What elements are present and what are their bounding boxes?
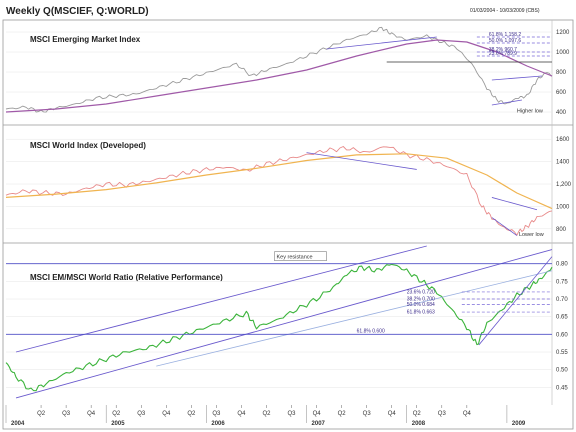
trend-channel-lower <box>15 249 553 399</box>
x-tick-label: Q4 <box>388 411 397 417</box>
x-tick-label: Q2 <box>262 411 271 417</box>
y-tick-label: 1600 <box>556 137 570 143</box>
x-tick-label: Q2 <box>338 411 347 417</box>
series-line-0-1 <box>5 39 553 113</box>
panel-title-world: MSCI World Index (Developed) <box>30 141 146 150</box>
series-line-0-0 <box>5 26 553 113</box>
x-tick-label: Q4 <box>463 411 472 417</box>
y-tick-label: 0.50 <box>556 368 568 374</box>
fib-label: 50.0% 0.684 <box>407 302 435 308</box>
x-tick-label: Q2 <box>112 411 121 417</box>
fib-label: 61.8% 0.663 <box>407 310 435 316</box>
x-tick-label: Q4 <box>87 411 96 417</box>
panel-ratio: MSCI EM/MSCI World Ratio (Relative Perfo… <box>5 245 568 427</box>
x-tick-label: Q4 <box>237 411 246 417</box>
lower-low-line <box>491 217 518 236</box>
annotation-higher-low: Higher low <box>517 109 543 115</box>
fib-label: 23.6% 789.9 <box>489 51 517 57</box>
y-tick-label: 0.80 <box>556 262 568 268</box>
y-tick-label: 0.55 <box>556 350 568 356</box>
annotation-key-resistance: Key resistance <box>276 255 312 261</box>
y-tick-label: 400 <box>556 110 567 116</box>
outer-frame <box>2 19 574 430</box>
trendline <box>326 36 437 50</box>
y-tick-label: 800 <box>556 227 567 233</box>
y-tick-label: 1400 <box>556 160 570 166</box>
series-line-1-1 <box>5 153 553 210</box>
x-tick-label: Q4 <box>162 411 171 417</box>
y-tick-label: 0.70 <box>556 297 568 303</box>
y-tick-label: 0.45 <box>556 385 568 391</box>
panel-title-ratio: MSCI EM/MSCI World Ratio (Relative Perfo… <box>30 273 223 282</box>
x-year-label: 2008 <box>412 421 426 427</box>
x-tick-label: Q3 <box>62 411 71 417</box>
panel-title-emerging: MSCI Emerging Market Index <box>30 35 141 44</box>
fib-label: 61.8% 1,158.2 <box>489 32 521 38</box>
chart-header-title: Weekly Q(MSCIEF, Q:WORLD) <box>6 6 149 17</box>
series-line-2-0 <box>5 263 553 392</box>
x-tick-label: Q2 <box>37 411 46 417</box>
x-tick-label: Q3 <box>363 411 372 417</box>
y-tick-label: 1200 <box>556 30 570 36</box>
y-tick-label: 1,200 <box>556 182 572 188</box>
panel-frames <box>2 19 574 430</box>
x-year-label: 2004 <box>11 421 25 427</box>
x-year-label: 2005 <box>111 421 125 427</box>
x-tick-label: Q3 <box>288 411 297 417</box>
panel-world-index: MSCI World Index (Developed) 1600 1400 1,2… <box>5 137 572 238</box>
x-tick-label: Q2 <box>413 411 422 417</box>
x-tick-label: Q3 <box>137 411 146 417</box>
x-year-label: 2006 <box>211 421 225 427</box>
trend-channel-mid <box>156 270 553 367</box>
channel-line <box>491 75 543 81</box>
higher-low-line <box>491 99 523 106</box>
fib-label: 38.2% 960.7 <box>489 47 517 53</box>
y-tick-label: 1000 <box>556 204 570 210</box>
y-tick-label: 0.60 <box>556 332 568 338</box>
fib-label: 38.2% 0.700 <box>407 297 435 303</box>
x-tick-label: Q2 <box>187 411 196 417</box>
x-tick-label: Q4 <box>313 411 322 417</box>
fib-label: 61.8% 0.600 <box>357 328 385 334</box>
x-year-label: 2007 <box>312 421 326 427</box>
recovery-trendline <box>478 256 553 346</box>
x-tick-label: Q3 <box>438 411 447 417</box>
channel-line <box>491 197 538 211</box>
chart-date-range: 01/03/2004 - 10/03/2009 (CBS) <box>470 8 540 14</box>
y-tick-label: 800 <box>556 70 567 76</box>
panel-emerging-markets: MSCI Emerging Market Index 1200 1000 800 60… <box>5 26 570 116</box>
y-tick-label: 0.65 <box>556 315 568 321</box>
y-tick-label: 600 <box>556 90 567 96</box>
x-year-label: 2009 <box>512 421 526 427</box>
fib-label: 23.6% 0.720 <box>407 289 435 295</box>
series-line-1-0 <box>5 146 553 236</box>
x-tick-label: Q3 <box>212 411 221 417</box>
key-resistance-box <box>274 251 327 261</box>
annotation-lower-low: Lower low <box>519 232 544 238</box>
y-tick-label: 0.75 <box>556 279 568 285</box>
trendline <box>306 152 417 170</box>
y-tick-label: 1000 <box>556 50 570 56</box>
fib-label: 50.0% 1,097.6 <box>489 38 521 44</box>
